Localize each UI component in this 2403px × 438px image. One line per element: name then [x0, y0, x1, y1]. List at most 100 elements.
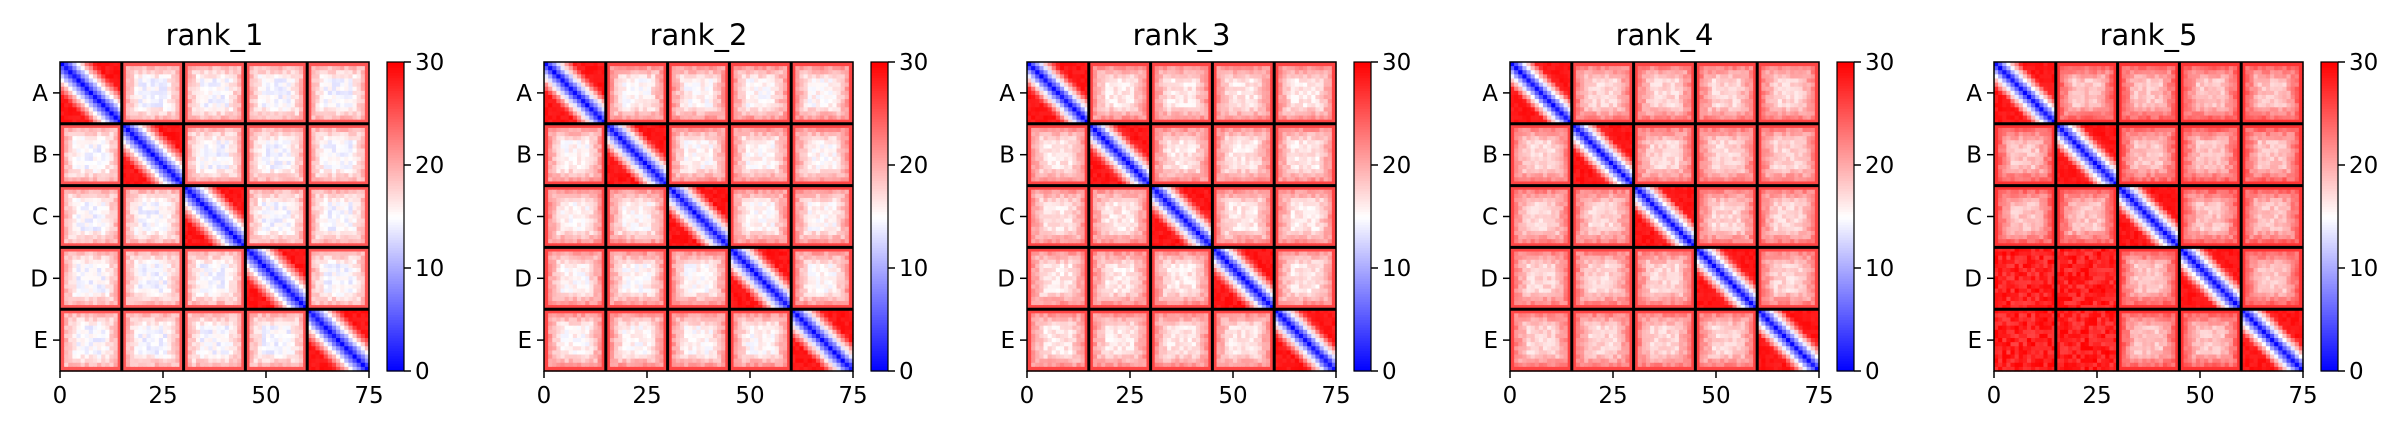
heatmap-cell	[155, 268, 160, 273]
heatmap-cell	[217, 198, 222, 203]
heatmap-cell	[142, 280, 147, 285]
heatmap-cell	[295, 78, 300, 83]
heatmap-cell	[344, 111, 349, 116]
heatmap-cell	[295, 317, 300, 322]
heatmap-cell	[171, 284, 176, 289]
heatmap-cell	[328, 198, 333, 203]
heatmap-cell	[258, 111, 263, 116]
heatmap-cell	[315, 198, 320, 203]
heatmap-cell	[262, 140, 267, 145]
heatmap-cell	[89, 301, 94, 306]
heatmap-cell	[188, 173, 193, 178]
heatmap-cell	[105, 223, 110, 228]
heatmap-cell	[175, 326, 180, 331]
heatmap-cell	[278, 206, 283, 211]
heatmap-cell	[250, 128, 255, 133]
heatmap-cell	[188, 235, 193, 240]
heatmap-cell	[233, 140, 238, 145]
heatmap-cell	[147, 78, 152, 83]
heatmap-cell	[105, 91, 110, 96]
heatmap-cell	[196, 322, 201, 327]
heatmap-cell	[229, 223, 234, 228]
heatmap-cell	[233, 198, 238, 203]
heatmap-cell	[212, 210, 217, 215]
heatmap-cell	[81, 322, 86, 327]
heatmap-cell	[315, 95, 320, 100]
heatmap-cell	[101, 210, 106, 215]
heatmap-cell	[295, 173, 300, 178]
heatmap-cell	[151, 91, 156, 96]
heatmap-cell	[151, 272, 156, 277]
heatmap-cell	[361, 157, 366, 162]
heatmap-cell	[282, 317, 287, 322]
heatmap-cell	[175, 111, 180, 116]
heatmap-cell	[344, 190, 349, 195]
heatmap-cell	[204, 177, 209, 182]
heatmap-cell	[126, 70, 131, 75]
heatmap-cell	[250, 252, 255, 257]
heatmap-cell	[175, 256, 180, 261]
heatmap-cell	[138, 78, 143, 83]
heatmap-cell	[311, 194, 316, 199]
heatmap-cell	[130, 136, 135, 141]
heatmap-cell	[274, 91, 279, 96]
heatmap-cell	[167, 268, 172, 273]
heatmap-cell	[270, 116, 275, 121]
heatmap-cell	[221, 95, 226, 100]
heatmap-cell	[357, 95, 362, 100]
heatmap-cell	[81, 177, 86, 182]
heatmap-cell	[126, 264, 131, 269]
heatmap-cell	[315, 284, 320, 289]
heatmap-cell	[93, 210, 98, 215]
heatmap-cell	[159, 206, 164, 211]
heatmap-cell	[278, 169, 283, 174]
heatmap-cell	[200, 136, 205, 141]
heatmap-cell	[64, 91, 69, 96]
heatmap-cell	[221, 202, 226, 207]
heatmap-cell	[130, 206, 135, 211]
heatmap-cell	[72, 313, 77, 318]
heatmap-cell	[126, 326, 131, 331]
heatmap-cell	[274, 272, 279, 277]
heatmap-cell	[266, 284, 271, 289]
heatmap-cell	[348, 140, 353, 145]
heatmap-cell	[274, 132, 279, 137]
heatmap-cell	[270, 219, 275, 224]
heatmap-cell	[353, 239, 358, 244]
heatmap-cell	[138, 149, 143, 154]
heatmap-cell	[72, 169, 77, 174]
heatmap-cell	[114, 297, 119, 302]
heatmap-cell	[192, 99, 197, 104]
heatmap-cell	[357, 289, 362, 294]
heatmap-cell	[81, 83, 86, 88]
heatmap-cell	[196, 91, 201, 96]
heatmap-cell	[299, 210, 304, 215]
heatmap-cell	[97, 83, 102, 88]
heatmap-cell	[328, 111, 333, 116]
heatmap-cell	[353, 149, 358, 154]
heatmap-cell	[315, 74, 320, 79]
heatmap-cell	[270, 107, 275, 112]
heatmap-cell	[217, 95, 222, 100]
heatmap-cell	[196, 111, 201, 116]
heatmap-cell	[340, 136, 345, 141]
heatmap-cell	[81, 91, 86, 96]
heatmap-cell	[188, 136, 193, 141]
heatmap-cell	[200, 132, 205, 137]
heatmap-cell	[85, 87, 90, 92]
heatmap-cell	[196, 202, 201, 207]
heatmap-cell	[361, 153, 366, 158]
heatmap-cell	[282, 66, 287, 71]
heatmap-cell	[332, 317, 337, 322]
heatmap-cell	[171, 227, 176, 232]
heatmap-cell	[64, 107, 69, 112]
heatmap-cell	[204, 128, 209, 133]
heatmap-cell	[204, 264, 209, 269]
heatmap-cell	[188, 111, 193, 116]
heatmap-cell	[282, 223, 287, 228]
heatmap-cell	[262, 252, 267, 257]
heatmap-cell	[163, 227, 168, 232]
heatmap-cell	[196, 140, 201, 145]
heatmap-cell	[76, 161, 81, 166]
heatmap-cell	[287, 78, 292, 83]
